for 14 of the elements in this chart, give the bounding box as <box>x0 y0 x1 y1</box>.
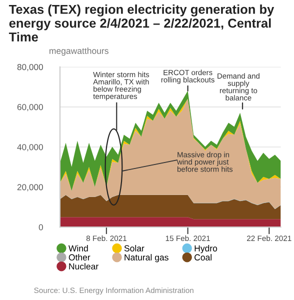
y-tick-label: 40,000 <box>17 144 43 152</box>
y-axis-title: megawatthours <box>50 48 108 56</box>
y-tick-label: 80,000 <box>17 64 43 72</box>
legend-label: Natural gas <box>124 254 168 262</box>
legend-label: Nuclear <box>69 263 98 270</box>
chart-title: Texas (TEX) region electricity generation by energy source 2/4/2021 – 2/22/2021, Central Time <box>8 4 274 42</box>
y-tick-label: 60,000 <box>17 104 43 112</box>
legend-label: Other <box>68 254 90 260</box>
legend-label: Solar <box>124 245 144 252</box>
legend-label: Coal <box>194 254 212 260</box>
y-tick-label: 20,000 <box>17 184 43 192</box>
legend-label: Hydro <box>194 245 218 254</box>
y-tick-label: 0 <box>38 224 43 230</box>
legend-label: Wind <box>68 245 88 252</box>
